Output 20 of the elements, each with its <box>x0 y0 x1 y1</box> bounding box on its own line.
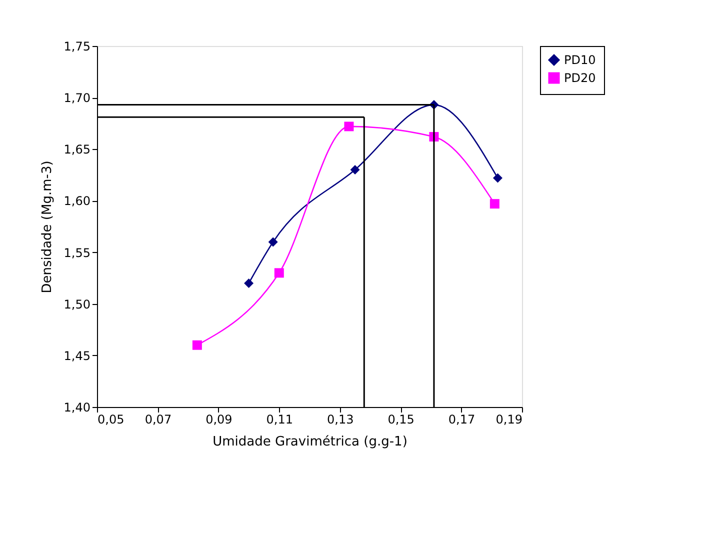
x-tick-label: 0,15 <box>388 412 414 426</box>
y-tick-label: 1,60 <box>64 194 90 208</box>
y-tick-label: 1,70 <box>64 91 90 106</box>
x-axis-title: Umidade Gravimétrica (g.g-1) <box>212 434 408 450</box>
y-axis-title: Densidade (Mg.m-3) <box>40 160 55 294</box>
legend-label: PD10 <box>564 53 596 67</box>
y-tick-label: 1,65 <box>64 142 90 157</box>
x-tick-label: 0,07 <box>144 412 172 426</box>
y-tick-label: 1,45 <box>64 348 90 363</box>
x-tick-label: 0,11 <box>266 412 293 426</box>
y-tick-label: 1,75 <box>64 40 90 54</box>
y-tick-label: 1,50 <box>64 297 90 312</box>
x-tick-label: 0,05 <box>98 412 124 426</box>
x-tick-label: 0,09 <box>206 412 232 426</box>
x-tick-label: 0,13 <box>327 412 354 426</box>
x-tick-label: 0,19 <box>496 412 522 426</box>
y-tick-label: 1,40 <box>64 400 90 414</box>
y-tick-label: 1,55 <box>64 246 90 260</box>
legend-label: PD20 <box>564 71 596 85</box>
x-tick-label: 0,17 <box>448 412 476 426</box>
